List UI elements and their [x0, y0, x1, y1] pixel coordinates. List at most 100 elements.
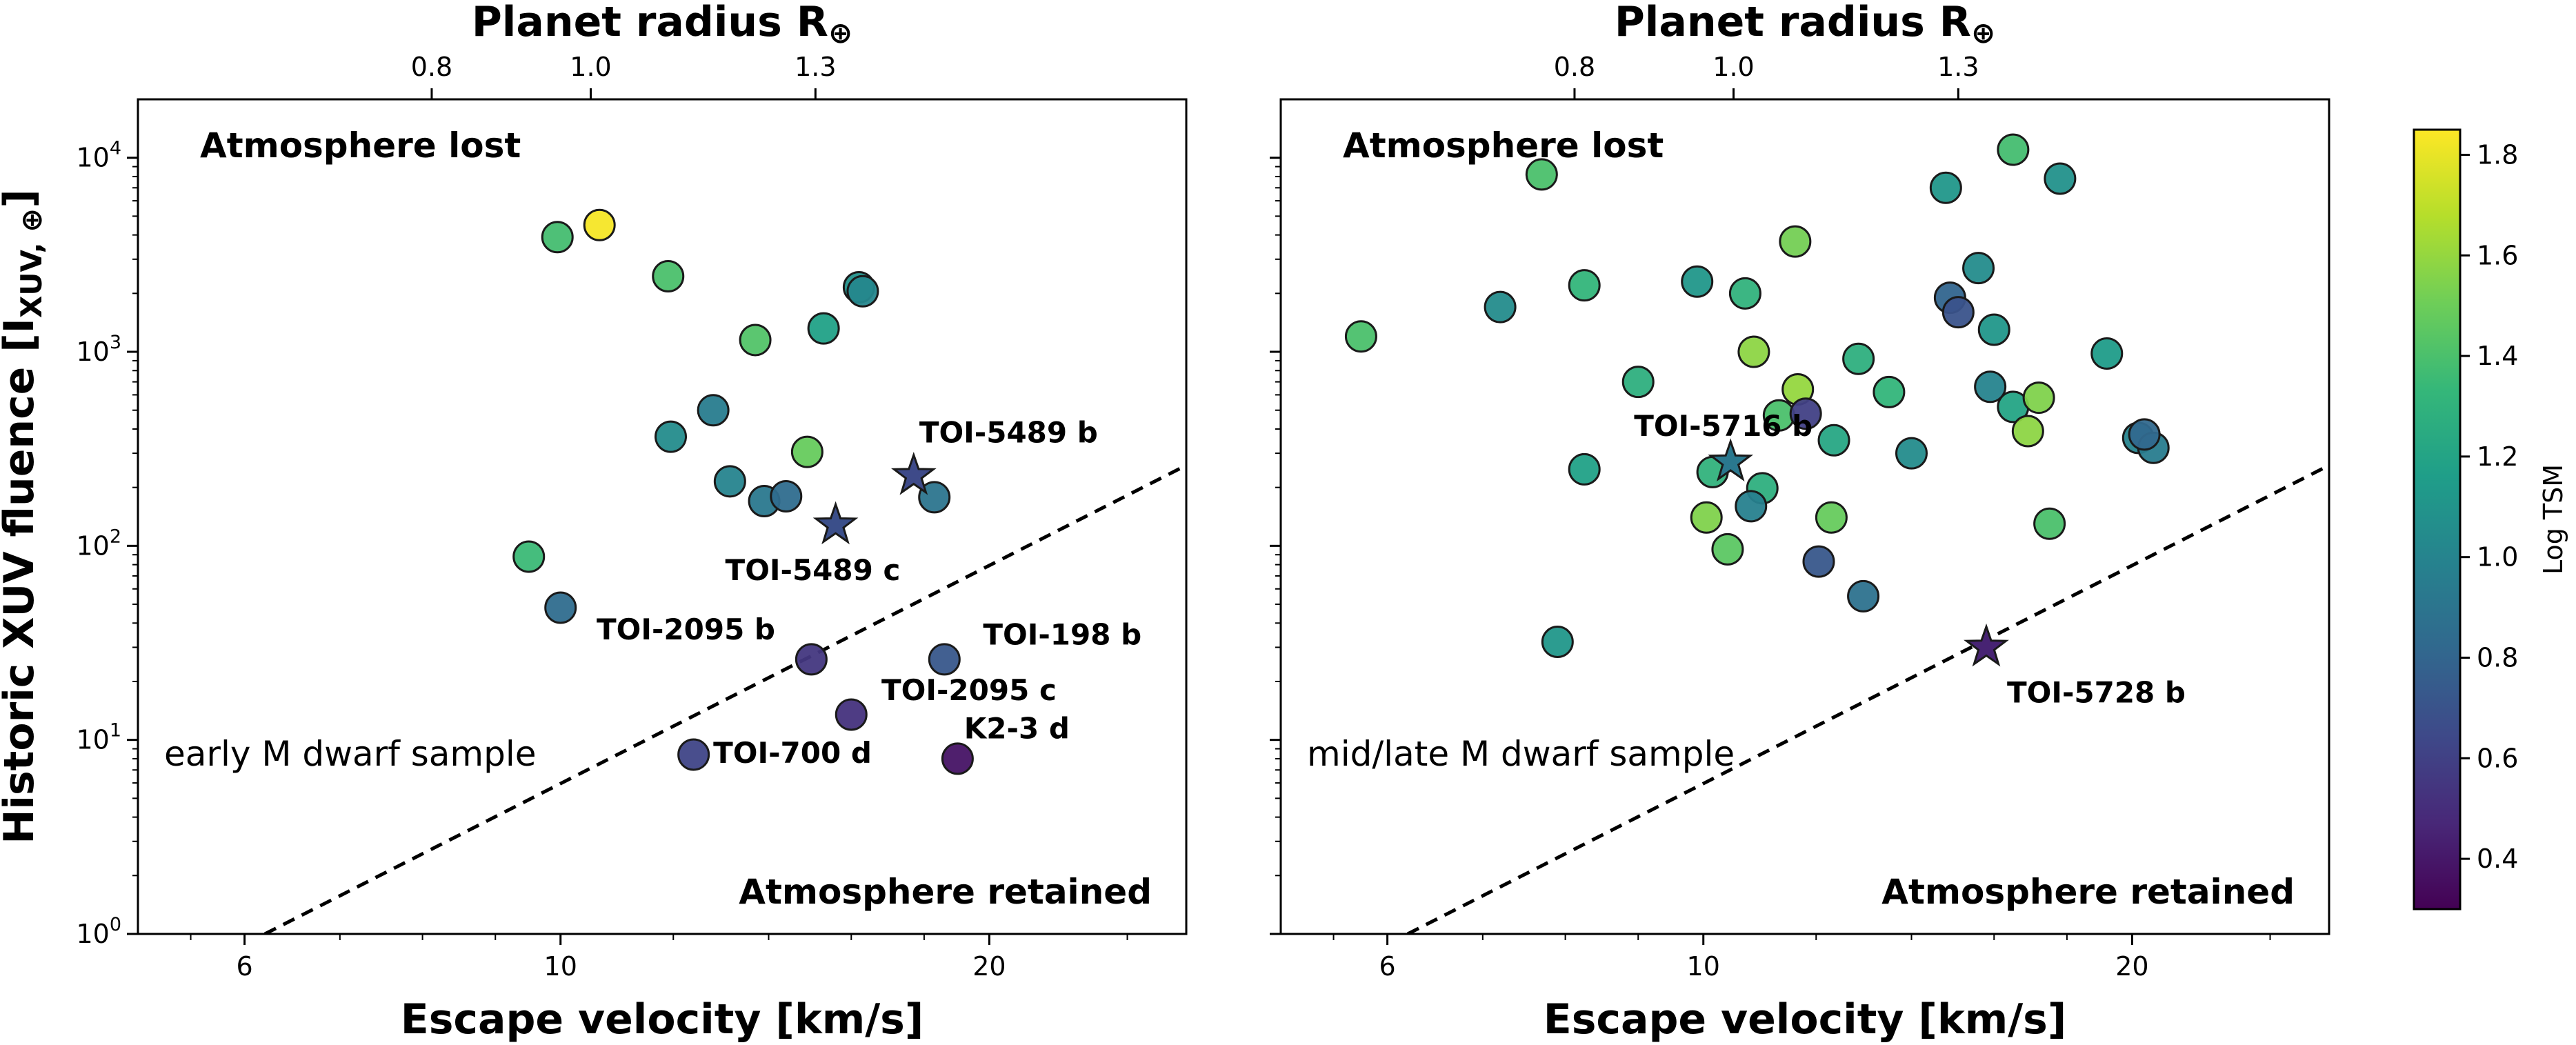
right-data-point [1815, 501, 1848, 534]
right-sample-label: mid/late M dwarf sample [1307, 734, 1735, 774]
left-region-bottom-label: Atmosphere retained [739, 872, 1152, 912]
left-top-tick-label: 0.8 [411, 52, 452, 82]
right-data-point [1873, 375, 1906, 408]
left-data-point [697, 394, 730, 427]
right-data-point [2044, 162, 2077, 195]
left-top-axis-label-text: Planet radius R [472, 0, 828, 46]
left-scatter-panel: Atmosphere lost Atmosphere retained earl… [0, 0, 1188, 1044]
colorbar-tick-label: 1.4 [2477, 341, 2518, 371]
colorbar-tick-label: 1.0 [2477, 542, 2518, 573]
right-star-label: TOI-5728 b [2007, 675, 2186, 709]
right-region-bottom-label: Atmosphere retained [1881, 872, 2295, 912]
y-axis-label-end: ] [0, 189, 43, 208]
y-axis-label-text: Historic XUV fluence [I [0, 318, 43, 844]
left-data-point [583, 208, 616, 241]
right-x-tick-label: 20 [2115, 951, 2148, 982]
right-top-axis-label-text: Planet radius R [1615, 0, 1971, 46]
right-x-tick-label: 6 [1379, 951, 1395, 982]
right-data-point [1541, 626, 1574, 659]
left-star-point [890, 452, 937, 495]
right-data-point [1737, 335, 1770, 368]
y-axis-label-sub: XUV, ⊕ [14, 208, 48, 318]
right-data-point [1344, 320, 1377, 353]
left-region-top-label: Atmosphere lost [200, 126, 521, 166]
right-data-point [1735, 490, 1768, 523]
left-data-point [713, 465, 746, 498]
right-data-point [2128, 418, 2161, 451]
left-star-point [812, 501, 859, 545]
right-x-axis-label: Escape velocity [km/s] [1544, 995, 2067, 1044]
left-point-label: K2-3 d [964, 711, 1070, 745]
left-data-point [739, 324, 772, 357]
left-point-label: TOI-198 b [983, 617, 1141, 651]
right-data-point [1621, 366, 1655, 399]
left-sample-label: early M dwarf sample [164, 734, 536, 774]
right-scatter-panel: Atmosphere lost Atmosphere retained mid/… [1270, 0, 2330, 1044]
left-top-tick-label: 1.3 [795, 52, 836, 82]
right-data-point [1681, 265, 1714, 298]
left-top-tick-label: 1.0 [570, 52, 611, 82]
right-shoreline [1406, 464, 2329, 934]
right-data-point [1842, 342, 1875, 375]
left-x-tick-label: 10 [544, 951, 577, 982]
right-data-point [1977, 313, 2010, 346]
left-top-axis-label: Planet radius R⊕ [472, 0, 852, 50]
y-tick-label: 102 [76, 526, 121, 561]
left-data-point [541, 221, 574, 254]
colorbar-gradient [2413, 128, 2462, 910]
right-data-point [1484, 290, 1517, 324]
colorbar: 0.4 0.6 0.8 1.0 1.2 1.4 1.6 1.8 Log TSM [2413, 128, 2568, 910]
colorbar-tick-label: 1.8 [2477, 139, 2518, 170]
right-data-point [1895, 437, 1928, 470]
right-data-point [1962, 252, 1995, 285]
right-data-point [1997, 133, 2030, 166]
right-data-point [2022, 381, 2055, 415]
right-top-tick-label: 1.3 [1937, 52, 1979, 82]
right-data-point [1789, 397, 1822, 430]
right-data-point [1802, 545, 1835, 578]
right-top-tick-label: 1.0 [1713, 52, 1754, 82]
left-data-point [677, 738, 710, 771]
left-plot-frame [137, 98, 1188, 935]
colorbar-tick-label: 0.8 [2477, 642, 2518, 673]
right-data-point [1690, 501, 1723, 534]
y-tick-label: 101 [76, 720, 121, 755]
colorbar-tick-label: 1.6 [2477, 240, 2518, 270]
left-data-point [918, 481, 951, 514]
left-x-tick-label: 20 [972, 951, 1006, 982]
left-x-axis-label: Escape velocity [km/s] [401, 995, 924, 1044]
y-tick-label: 100 [76, 914, 121, 949]
right-plot-frame [1279, 98, 2330, 935]
colorbar-tick-label: 0.4 [2477, 844, 2518, 874]
y-tick-label: 103 [76, 332, 121, 367]
right-data-point [1568, 269, 1601, 302]
right-x-tick-label: 10 [1687, 951, 1720, 982]
right-data-point [1974, 370, 2007, 404]
left-data-point [770, 480, 803, 513]
right-top-tick-label: 0.8 [1554, 52, 1595, 82]
left-data-point [795, 643, 828, 676]
right-data-point [1711, 533, 1744, 566]
right-star-point [1708, 438, 1754, 482]
left-data-point [544, 591, 577, 624]
right-star-label: TOI-5716 b [1634, 409, 1813, 443]
colorbar-tick-label: 1.2 [2477, 441, 2518, 472]
right-top-axis-label: Planet radius R⊕ [1615, 0, 1995, 50]
right-data-point [1779, 225, 1812, 258]
right-data-point [2090, 337, 2124, 370]
left-data-point [835, 698, 868, 731]
right-data-point [1941, 296, 1975, 329]
left-point-label: TOI-700 d [713, 736, 872, 770]
right-region-top-label: Atmosphere lost [1343, 126, 1664, 166]
left-data-point [928, 643, 961, 676]
left-data-point [652, 260, 685, 293]
left-data-point [655, 420, 688, 453]
left-x-tick-label: 6 [236, 951, 252, 982]
left-point-label: TOI-2095 b [597, 613, 775, 646]
right-data-point [1525, 158, 1558, 191]
right-star-point [1964, 623, 2009, 667]
left-data-point [807, 312, 840, 345]
right-data-point [1817, 424, 1850, 457]
left-star-label: TOI-5489 b [919, 416, 1098, 450]
